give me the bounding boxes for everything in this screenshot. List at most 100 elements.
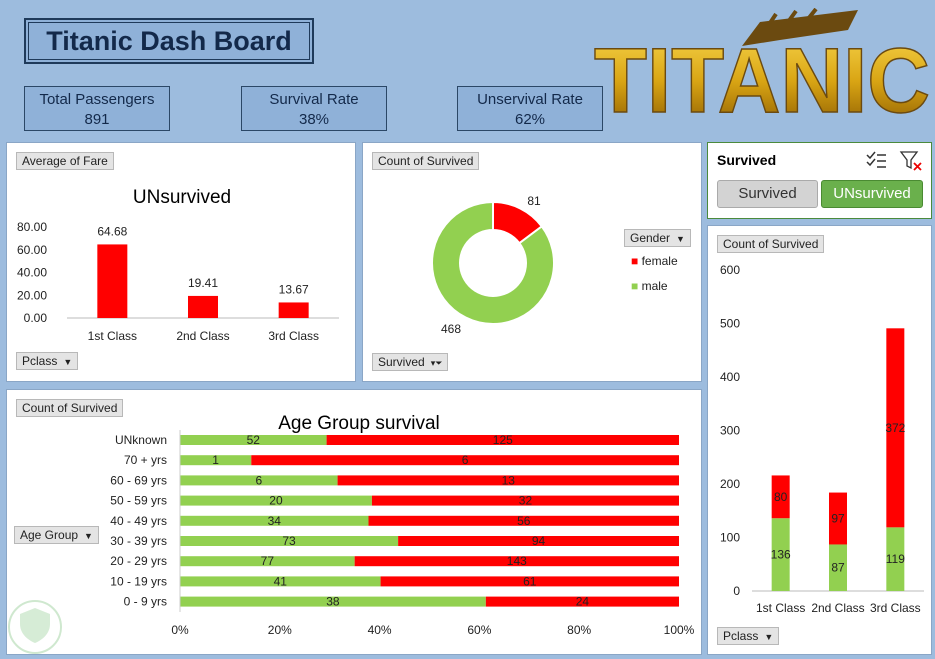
unsurvived-bar-segment: [829, 492, 847, 545]
data-label: 41: [274, 574, 288, 588]
y-tick-label: 50 - 59 yrs: [110, 494, 167, 508]
age-group-panel: Count of Survived Age Group survival UNk…: [6, 389, 702, 655]
fare-bar: [278, 302, 309, 318]
unsurvived-bar-segment: [485, 596, 679, 607]
x-tick-label: 80%: [567, 623, 591, 637]
gender-legend-button[interactable]: Gender ▼: [624, 229, 691, 247]
x-tick-label: 3rd Class: [268, 329, 319, 343]
legend-item-female: ■ female: [631, 254, 678, 268]
y-tick-label: 0 - 9 yrs: [124, 595, 167, 609]
kpi-unsurvival-rate: Unservival Rate 62%: [457, 86, 603, 131]
unsurvived-bar-segment: [368, 515, 679, 526]
survived-bar-segment: [886, 527, 905, 591]
data-label: 1: [212, 453, 219, 467]
survived-bar-segment: [180, 515, 369, 526]
slicer-title: Survived: [717, 152, 777, 168]
data-label: 6: [255, 473, 262, 487]
y-tick-label: 0: [733, 584, 740, 598]
legend-swatch-icon: ■: [631, 254, 639, 268]
y-tick-label: 70 + yrs: [124, 453, 167, 467]
kpi-survival-rate: Survival Rate 38%: [241, 86, 387, 131]
age-chart-title: Age Group survival: [278, 413, 440, 434]
average-of-fare-field-button[interactable]: Average of Fare: [16, 152, 114, 170]
x-tick-label: 20%: [268, 623, 292, 637]
data-label: 372: [885, 421, 905, 435]
legend-swatch-icon: ■: [631, 279, 639, 293]
data-label: 119: [886, 552, 905, 566]
slicer-item-label: Survived: [738, 185, 797, 202]
data-label: 13: [502, 473, 516, 487]
y-tick-label: 60.00: [17, 243, 47, 257]
legend-item-male: ■ male: [631, 279, 668, 293]
fare-chart-panel: Average of Fare UNsurvived 80.00 60.00 40.…: [6, 142, 356, 382]
x-tick-label: 3rd Class: [870, 601, 921, 615]
data-label: 38: [326, 595, 340, 609]
legend-label: male: [641, 279, 668, 293]
data-label: 87: [831, 561, 845, 575]
gender-donut-chart: 81 468: [431, 194, 555, 336]
pclass-filter-button[interactable]: Pclass ▼: [16, 352, 79, 370]
x-tick-label: 1st Class: [756, 601, 805, 615]
y-tick-label: 10 - 19 yrs: [110, 574, 167, 588]
y-tick-label: 0.00: [24, 311, 48, 325]
unsurvived-bar-segment: [380, 576, 679, 587]
data-label: 64.68: [97, 224, 127, 238]
unsurvived-bar-segment: [398, 536, 679, 546]
x-tick-label: 60%: [467, 623, 491, 637]
data-label: 56: [517, 514, 531, 528]
data-label: 94: [532, 534, 546, 548]
survived-bar-segment: [180, 536, 399, 546]
x-tick-label: 2nd Class: [176, 329, 229, 343]
y-tick-label: 400: [720, 370, 740, 384]
count-of-survived-field-button[interactable]: Count of Survived: [16, 399, 124, 417]
field-button-label: Average of Fare: [22, 154, 108, 168]
pclass-filter-button[interactable]: Pclass ▼: [717, 627, 780, 645]
age-group-bar-chart: UNknown 52 125 70 + yrs 1 6 60 - 69 yrs 6 13 50 -…: [110, 430, 695, 637]
survived-bar-segment: [829, 544, 847, 591]
unsurvived-bar-segment: [326, 435, 679, 445]
data-label: 125: [493, 433, 513, 447]
kpi-label: Unservival Rate: [477, 91, 583, 108]
y-tick-label: 300: [720, 424, 740, 438]
dropdown-arrow-icon: ▼: [63, 357, 73, 367]
y-tick-label: 30 - 39 yrs: [110, 534, 167, 548]
unsurvived-bar-segment: [251, 455, 680, 466]
data-label: 143: [507, 554, 527, 568]
titanic-logo: TITANIC: [593, 8, 931, 118]
field-button-label: Count of Survived: [22, 401, 118, 415]
fare-chart-title: UNsurvived: [132, 187, 232, 208]
dropdown-arrow-icon: ▼: [84, 531, 93, 541]
survived-bar-segment: [180, 455, 252, 466]
data-label: 13.67: [279, 282, 309, 296]
survived-bar-segment: [180, 596, 486, 607]
survived-bar-segment: [180, 556, 355, 567]
y-tick-label: 600: [720, 263, 740, 277]
unsurvived-bar-segment: [886, 328, 905, 528]
slicer-item-unsurvived[interactable]: UNsurvived: [821, 180, 923, 208]
clear-filter-icon[interactable]: [899, 150, 923, 172]
legend-button-label: Gender: [630, 231, 671, 245]
age-group-axis-button[interactable]: Age Group ▼: [14, 526, 99, 544]
fare-bar: [97, 244, 128, 318]
y-tick-label: 80.00: [17, 220, 47, 234]
y-tick-label: 200: [720, 477, 740, 491]
y-tick-label: 20 - 29 yrs: [110, 554, 167, 568]
data-label: 77: [261, 554, 275, 568]
y-tick-label: 100: [720, 531, 740, 545]
data-label: 80: [774, 490, 788, 504]
x-tick-label: 100%: [664, 623, 695, 637]
data-label: 32: [519, 494, 533, 508]
survived-filter-button[interactable]: Survived ▾⏷: [372, 353, 449, 371]
y-tick-label: 40.00: [17, 266, 47, 280]
field-button-label: Count of Survived: [378, 154, 474, 168]
slicer-item-survived[interactable]: Survived: [717, 180, 818, 208]
data-label: 61: [523, 574, 537, 588]
dropdown-arrow-icon: ▼: [764, 632, 774, 642]
data-label: 24: [576, 595, 590, 609]
data-label: 6: [462, 453, 469, 467]
shield-watermark-icon: [8, 600, 62, 654]
count-of-survived-field-button[interactable]: Count of Survived: [372, 152, 480, 170]
multi-select-icon[interactable]: [865, 150, 887, 170]
dropdown-arrow-icon: ▼: [676, 234, 685, 244]
count-of-survived-field-button[interactable]: Count of Survived: [717, 235, 825, 253]
